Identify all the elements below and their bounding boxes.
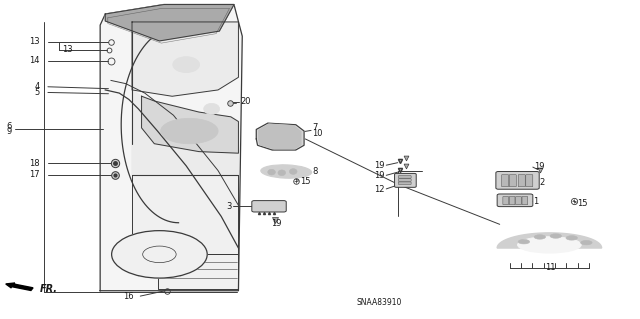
Text: 19: 19 [271, 219, 282, 228]
FancyBboxPatch shape [526, 175, 533, 187]
Polygon shape [132, 90, 239, 175]
Text: 7: 7 [312, 123, 317, 132]
Polygon shape [132, 175, 239, 254]
FancyBboxPatch shape [496, 172, 540, 189]
Text: 14: 14 [29, 56, 40, 65]
Text: 17: 17 [29, 170, 40, 179]
Text: 3: 3 [227, 202, 232, 211]
Text: 19: 19 [374, 171, 385, 181]
Text: 13: 13 [62, 45, 72, 54]
Ellipse shape [278, 170, 285, 176]
Text: 1: 1 [533, 197, 538, 206]
FancyBboxPatch shape [502, 175, 509, 187]
Text: 19: 19 [374, 161, 385, 170]
Text: 15: 15 [577, 199, 588, 208]
Ellipse shape [518, 237, 581, 253]
Polygon shape [256, 123, 304, 150]
Text: 15: 15 [300, 176, 310, 186]
FancyBboxPatch shape [509, 197, 515, 205]
Ellipse shape [518, 240, 530, 244]
Polygon shape [100, 4, 243, 291]
Ellipse shape [566, 236, 577, 240]
FancyBboxPatch shape [503, 197, 509, 205]
Text: SNAA83910: SNAA83910 [357, 298, 403, 307]
Ellipse shape [550, 234, 561, 238]
FancyBboxPatch shape [518, 175, 525, 187]
FancyBboxPatch shape [398, 176, 411, 178]
Ellipse shape [534, 235, 545, 239]
Ellipse shape [204, 103, 220, 115]
Ellipse shape [173, 57, 200, 72]
Text: 8: 8 [312, 167, 317, 176]
Text: 10: 10 [312, 129, 323, 138]
Text: 6: 6 [6, 122, 12, 131]
Text: 5: 5 [35, 88, 40, 97]
Text: 20: 20 [241, 97, 251, 107]
FancyBboxPatch shape [394, 174, 416, 187]
FancyBboxPatch shape [252, 201, 286, 212]
Text: 19: 19 [534, 162, 545, 171]
Text: 16: 16 [124, 292, 134, 300]
FancyArrow shape [6, 283, 33, 291]
FancyBboxPatch shape [516, 197, 522, 205]
Polygon shape [497, 233, 602, 248]
FancyBboxPatch shape [522, 197, 528, 205]
Ellipse shape [289, 169, 297, 174]
FancyBboxPatch shape [497, 194, 533, 207]
Circle shape [111, 231, 207, 278]
Polygon shape [259, 124, 301, 149]
Ellipse shape [161, 118, 218, 144]
Ellipse shape [268, 169, 275, 175]
Text: 4: 4 [35, 82, 40, 91]
Text: 18: 18 [29, 159, 40, 168]
Text: 11: 11 [545, 263, 556, 271]
Polygon shape [105, 4, 234, 41]
FancyBboxPatch shape [398, 182, 411, 184]
FancyBboxPatch shape [509, 175, 516, 187]
Text: 2: 2 [540, 178, 545, 187]
Ellipse shape [261, 165, 312, 178]
Polygon shape [141, 96, 239, 153]
Text: 9: 9 [6, 127, 12, 136]
Polygon shape [132, 22, 239, 96]
Text: 13: 13 [29, 37, 40, 46]
Polygon shape [157, 254, 239, 289]
Text: FR.: FR. [40, 284, 58, 294]
Ellipse shape [580, 241, 592, 245]
Text: 12: 12 [374, 185, 385, 194]
FancyBboxPatch shape [398, 179, 411, 181]
